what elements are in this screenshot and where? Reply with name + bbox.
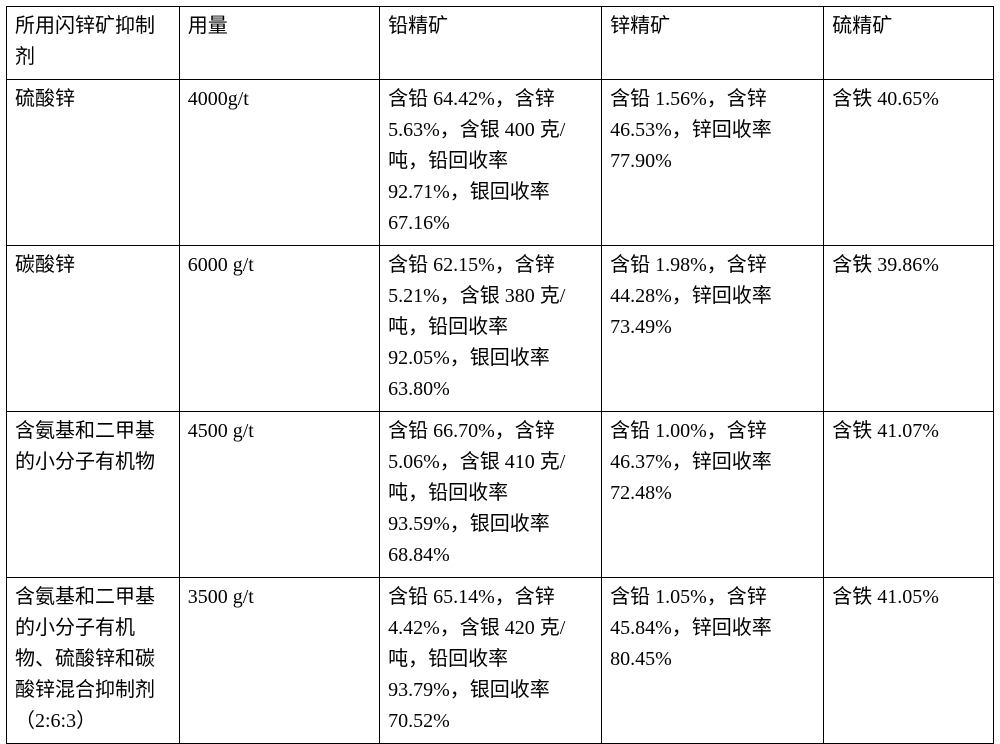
table-row: 碳酸锌 6000 g/t 含铅 62.15%，含锌 5.21%，含银 380 克… <box>7 246 994 412</box>
cell-lead-conc: 含铅 62.15%，含锌 5.21%，含银 380 克/吨，铅回收率 92.05… <box>380 246 602 412</box>
table-row: 硫酸锌 4000g/t 含铅 64.42%，含锌 5.63%，含银 400 克/… <box>7 80 994 246</box>
cell-lead-conc: 含铅 64.42%，含锌 5.63%，含银 400 克/吨，铅回收率 92.71… <box>380 80 602 246</box>
cell-lead-conc: 含铅 65.14%，含锌 4.42%，含银 420 克/吨，铅回收率 93.79… <box>380 578 602 744</box>
cell-sulfur-conc: 含铁 41.05% <box>824 578 994 744</box>
table-header-row: 所用闪锌矿抑制剂 用量 铅精矿 锌精矿 硫精矿 <box>7 7 994 80</box>
col-lead-conc: 铅精矿 <box>380 7 602 80</box>
cell-sulfur-conc: 含铁 40.65% <box>824 80 994 246</box>
cell-sulfur-conc: 含铁 41.07% <box>824 412 994 578</box>
cell-zinc-conc: 含铅 1.05%，含锌 45.84%，锌回收率 80.45% <box>602 578 824 744</box>
cell-dosage: 3500 g/t <box>179 578 379 744</box>
cell-lead-conc: 含铅 66.70%，含锌 5.06%，含银 410 克/吨，铅回收率 93.59… <box>380 412 602 578</box>
data-table: 所用闪锌矿抑制剂 用量 铅精矿 锌精矿 硫精矿 硫酸锌 4000g/t 含铅 6… <box>6 6 994 744</box>
cell-agent: 含氨基和二甲基的小分子有机物、硫酸锌和碳酸锌混合抑制剂（2:6:3） <box>7 578 180 744</box>
col-sulfur-conc: 硫精矿 <box>824 7 994 80</box>
cell-dosage: 6000 g/t <box>179 246 379 412</box>
cell-zinc-conc: 含铅 1.56%，含锌 46.53%，锌回收率 77.90% <box>602 80 824 246</box>
col-zinc-conc: 锌精矿 <box>602 7 824 80</box>
page: 所用闪锌矿抑制剂 用量 铅精矿 锌精矿 硫精矿 硫酸锌 4000g/t 含铅 6… <box>0 0 1000 705</box>
cell-dosage: 4500 g/t <box>179 412 379 578</box>
col-agent: 所用闪锌矿抑制剂 <box>7 7 180 80</box>
cell-sulfur-conc: 含铁 39.86% <box>824 246 994 412</box>
table-row: 含氨基和二甲基的小分子有机物、硫酸锌和碳酸锌混合抑制剂（2:6:3） 3500 … <box>7 578 994 744</box>
cell-dosage: 4000g/t <box>179 80 379 246</box>
cell-zinc-conc: 含铅 1.98%，含锌 44.28%，锌回收率 73.49% <box>602 246 824 412</box>
cell-agent: 碳酸锌 <box>7 246 180 412</box>
table-row: 含氨基和二甲基的小分子有机物 4500 g/t 含铅 66.70%，含锌 5.0… <box>7 412 994 578</box>
cell-agent: 硫酸锌 <box>7 80 180 246</box>
col-dosage: 用量 <box>179 7 379 80</box>
cell-agent: 含氨基和二甲基的小分子有机物 <box>7 412 180 578</box>
cell-zinc-conc: 含铅 1.00%，含锌 46.37%，锌回收率 72.48% <box>602 412 824 578</box>
